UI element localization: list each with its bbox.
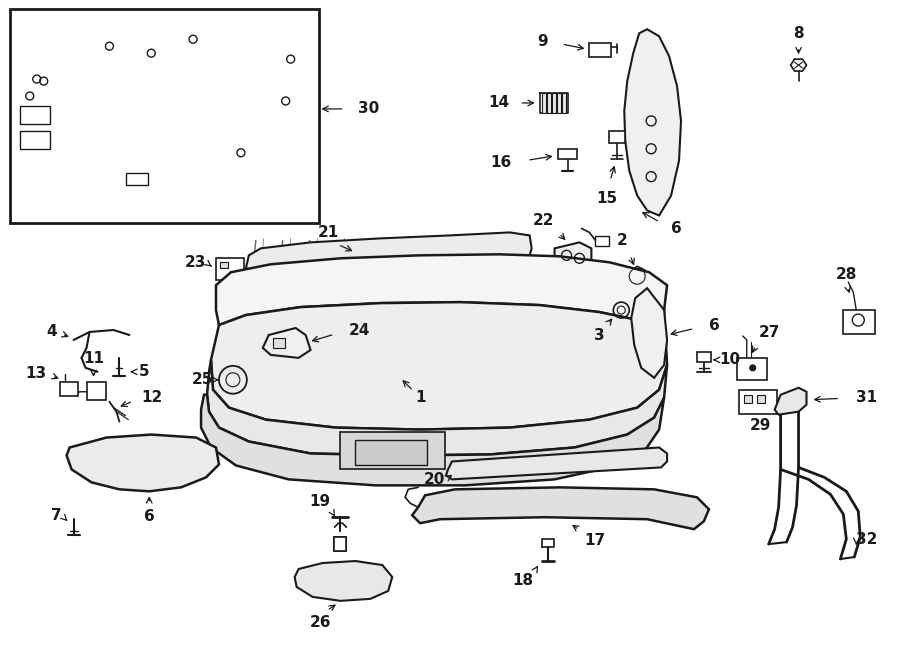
Polygon shape <box>211 302 667 430</box>
Text: 1: 1 <box>415 390 426 405</box>
Bar <box>697 352 711 362</box>
Bar <box>743 395 752 402</box>
Bar <box>356 440 427 465</box>
Text: 22: 22 <box>533 213 554 228</box>
Text: 18: 18 <box>512 573 534 588</box>
Text: 3: 3 <box>594 328 604 343</box>
Polygon shape <box>631 288 667 378</box>
Polygon shape <box>216 254 667 325</box>
Polygon shape <box>67 434 219 491</box>
Bar <box>757 395 765 402</box>
Polygon shape <box>625 29 681 216</box>
Text: 32: 32 <box>856 532 878 547</box>
Polygon shape <box>201 395 664 485</box>
Text: 25: 25 <box>192 372 213 387</box>
Text: 20: 20 <box>424 472 445 487</box>
Text: 9: 9 <box>537 34 547 49</box>
Bar <box>20 131 50 149</box>
Circle shape <box>750 365 756 371</box>
Polygon shape <box>207 360 667 455</box>
Polygon shape <box>446 448 667 479</box>
Text: 15: 15 <box>597 191 618 206</box>
Text: 6: 6 <box>671 221 682 236</box>
Bar <box>843 310 875 334</box>
Bar <box>596 236 609 246</box>
Bar <box>216 258 244 280</box>
Bar <box>737 358 767 380</box>
Bar <box>20 106 50 124</box>
Text: 21: 21 <box>318 225 339 240</box>
Bar <box>273 338 284 348</box>
Text: 27: 27 <box>759 325 780 340</box>
Text: 30: 30 <box>358 101 380 117</box>
Polygon shape <box>263 328 310 358</box>
Bar <box>59 382 77 396</box>
Text: 6: 6 <box>709 318 720 332</box>
Text: 23: 23 <box>184 255 206 270</box>
Text: 5: 5 <box>140 364 150 379</box>
Text: 2: 2 <box>616 233 627 248</box>
Bar <box>546 93 551 113</box>
Text: 31: 31 <box>856 390 878 405</box>
Bar <box>126 173 148 185</box>
Bar <box>340 432 445 469</box>
Text: 29: 29 <box>750 418 771 433</box>
Bar <box>10 9 319 224</box>
Bar <box>86 382 106 400</box>
Text: 16: 16 <box>491 155 512 170</box>
Bar <box>552 93 555 113</box>
Polygon shape <box>775 388 806 414</box>
Bar <box>609 131 626 143</box>
Bar <box>590 43 611 57</box>
Polygon shape <box>294 561 392 601</box>
Text: 8: 8 <box>793 26 804 41</box>
Text: 7: 7 <box>51 508 61 523</box>
Text: 14: 14 <box>489 95 509 111</box>
Text: 28: 28 <box>835 267 857 282</box>
Bar <box>562 93 565 113</box>
Bar <box>335 537 346 551</box>
Text: 6: 6 <box>144 509 155 524</box>
Text: 4: 4 <box>46 324 57 340</box>
Text: 19: 19 <box>310 495 330 509</box>
Text: 24: 24 <box>348 322 370 338</box>
Text: 13: 13 <box>25 366 47 381</box>
Bar <box>556 93 561 113</box>
Polygon shape <box>412 487 709 529</box>
Bar <box>542 93 545 113</box>
Bar <box>220 262 228 268</box>
Bar <box>739 390 777 414</box>
Text: 12: 12 <box>141 390 163 405</box>
Text: 26: 26 <box>310 615 331 630</box>
Text: 17: 17 <box>584 533 606 548</box>
Bar <box>557 149 578 159</box>
Text: 11: 11 <box>83 351 104 366</box>
Polygon shape <box>246 232 532 275</box>
Text: 10: 10 <box>719 352 740 367</box>
Polygon shape <box>554 242 591 272</box>
